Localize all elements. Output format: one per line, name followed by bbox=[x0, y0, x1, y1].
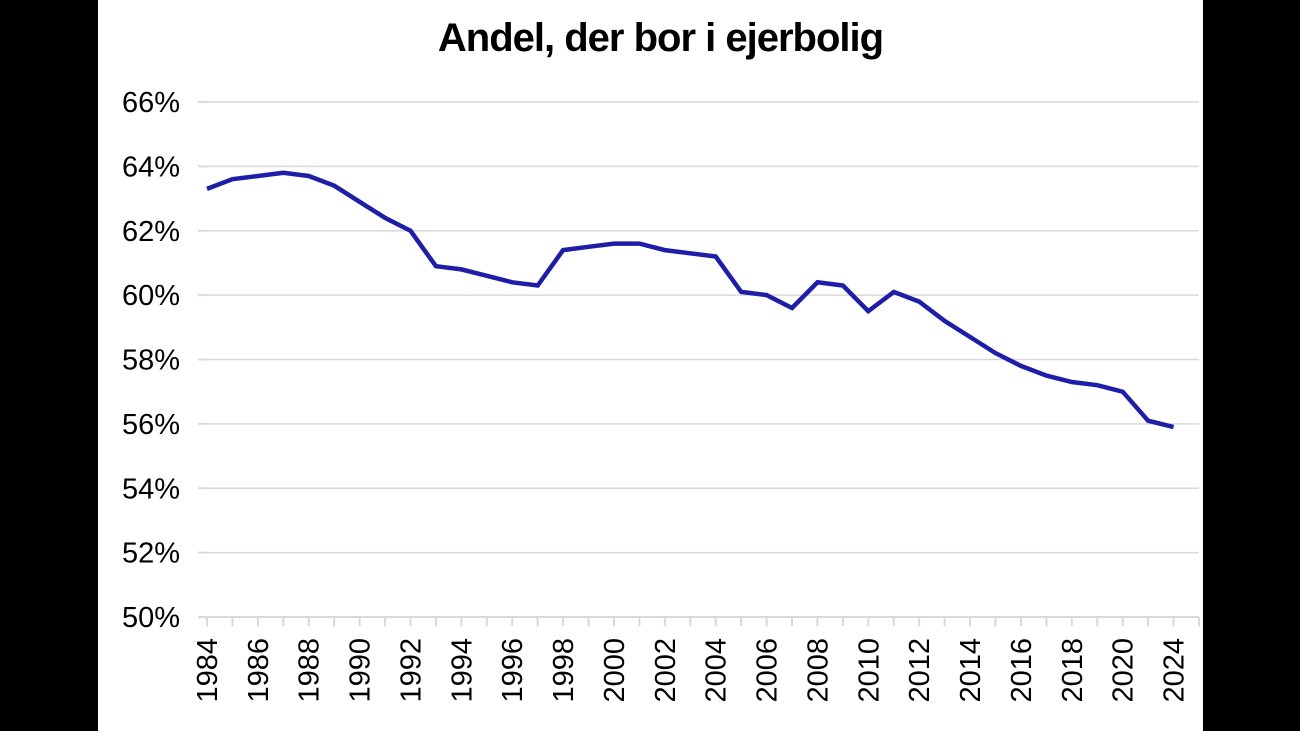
y-axis-tick-label: 52% bbox=[122, 538, 180, 570]
x-axis-tick-label: 2002 bbox=[650, 638, 682, 703]
x-axis-tick-label: 2016 bbox=[1006, 638, 1038, 703]
series-line bbox=[206, 170, 1175, 430]
x-axis-tick-label: 1992 bbox=[395, 638, 427, 703]
x-axis-tick-label: 1984 bbox=[192, 638, 224, 703]
chart-panel: Andel, der bor i ejerbolig 50% 52% 54% 56% 5… bbox=[98, 0, 1203, 731]
x-axis-tick-label: 2000 bbox=[599, 638, 631, 703]
x-axis-tick-label: 2020 bbox=[1108, 638, 1140, 703]
x-axis-tick-label: 1988 bbox=[294, 638, 326, 703]
x-axis-tick-label: 2004 bbox=[701, 638, 733, 703]
x-axis-tick-label: 2018 bbox=[1057, 638, 1089, 703]
y-axis-tick-label: 60% bbox=[122, 280, 180, 312]
y-axis-tick-label: 54% bbox=[122, 473, 180, 505]
x-axis-tick-label: 2010 bbox=[853, 638, 885, 703]
y-axis-tick-label: 66% bbox=[122, 87, 180, 119]
x-axis-tick-label: 2012 bbox=[904, 638, 936, 703]
x-axis-tick-label: 1990 bbox=[345, 638, 377, 703]
line-chart: 50% 52% 54% 56% 58% 60% 62% 64% 66% 1984 1986 1988 1… bbox=[122, 87, 1200, 703]
x-axis-tick-label: 1994 bbox=[446, 638, 478, 703]
x-axis-tick-label: 2014 bbox=[955, 638, 987, 703]
y-axis-tick-label: 50% bbox=[122, 602, 180, 634]
x-axis-tick-label: 2006 bbox=[752, 638, 784, 703]
y-axis-tick-label: 56% bbox=[122, 409, 180, 441]
x-axis-tick-label: 1998 bbox=[548, 638, 580, 703]
x-axis-tick-label: 1996 bbox=[497, 638, 529, 703]
y-axis-tick-label: 64% bbox=[122, 151, 180, 183]
x-axis-tick-label: 1986 bbox=[243, 638, 275, 703]
y-axis-tick-label: 58% bbox=[122, 345, 180, 377]
y-axis-tick-label: 62% bbox=[122, 216, 180, 248]
x-axis-tick-label: 2024 bbox=[1159, 638, 1191, 703]
chart-title: Andel, der bor i ejerbolig bbox=[437, 16, 884, 60]
x-axis-tick-label: 2008 bbox=[802, 638, 834, 703]
